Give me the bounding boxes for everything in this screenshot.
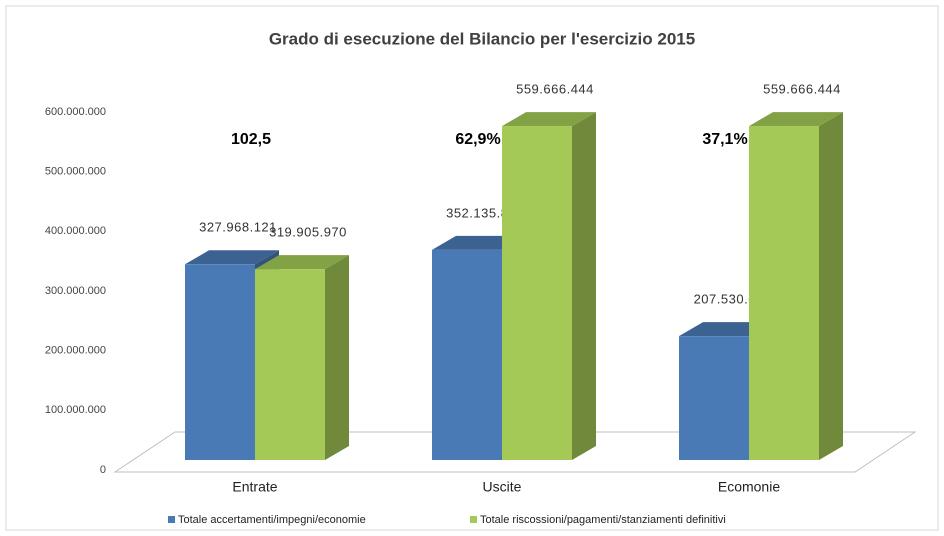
legend-swatch — [168, 516, 175, 523]
bar — [679, 336, 749, 460]
value-label: 559.666.444 — [763, 82, 841, 97]
y-tick-label: 100.000.000 — [45, 404, 106, 416]
bar-top — [502, 112, 596, 127]
chart-title: Grado di esecuzione del Bilancio per l'e… — [269, 29, 695, 48]
annotation: 102,5 — [231, 131, 271, 148]
annotation: 62,9% — [455, 131, 500, 148]
value-label: 319.905.970 — [269, 225, 347, 240]
value-label: 559.666.444 — [516, 82, 594, 97]
bar — [255, 269, 325, 460]
x-tick-label: Uscite — [483, 479, 522, 495]
bar-side — [325, 255, 349, 460]
bar — [185, 264, 255, 460]
value-label: 327.968.121 — [199, 220, 277, 235]
y-tick-label: 600.000.000 — [45, 106, 106, 118]
bar — [749, 126, 819, 461]
y-tick-label: 300.000.000 — [45, 285, 106, 297]
bar-side — [572, 112, 596, 461]
bar — [502, 126, 572, 461]
annotation: 37,1% — [702, 131, 747, 148]
bar-side — [819, 112, 843, 461]
bar-top — [255, 255, 349, 270]
bar-top — [185, 250, 279, 265]
x-tick-label: Ecomonie — [718, 479, 780, 495]
y-tick-label: 0 — [100, 464, 106, 476]
bar — [432, 249, 502, 460]
y-tick-label: 500.000.000 — [45, 166, 106, 178]
legend-label: Totale riscossioni/pagamenti/stanziament… — [480, 514, 726, 526]
bar-top — [749, 112, 843, 127]
y-tick-label: 400.000.000 — [45, 225, 106, 237]
legend-swatch — [470, 516, 477, 523]
x-tick-label: Entrate — [232, 479, 277, 495]
legend-label: Totale accertamenti/impegni/economie — [178, 514, 366, 526]
y-tick-label: 200.000.000 — [45, 345, 106, 357]
